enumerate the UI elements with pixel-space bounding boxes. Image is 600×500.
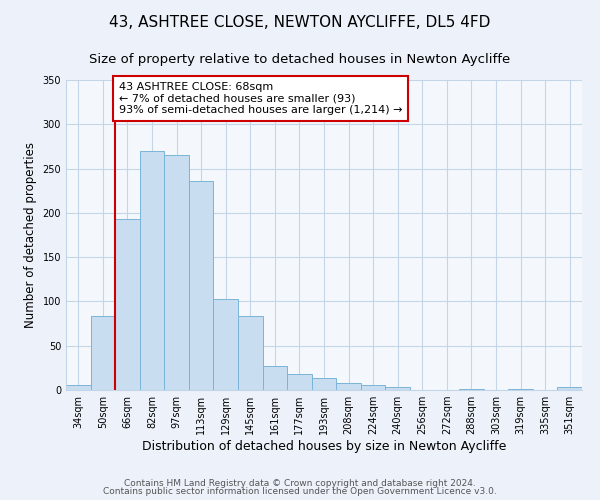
Text: Contains public sector information licensed under the Open Government Licence v3: Contains public sector information licen… — [103, 487, 497, 496]
Bar — [238, 316, 263, 390]
Text: 43 ASHTREE CLOSE: 68sqm
← 7% of detached houses are smaller (93)
93% of semi-det: 43 ASHTREE CLOSE: 68sqm ← 7% of detached… — [119, 82, 403, 115]
Bar — [263, 366, 287, 390]
Bar — [189, 181, 214, 390]
Bar — [115, 219, 140, 390]
Text: Contains HM Land Registry data © Crown copyright and database right 2024.: Contains HM Land Registry data © Crown c… — [124, 478, 476, 488]
Text: Size of property relative to detached houses in Newton Aycliffe: Size of property relative to detached ho… — [89, 52, 511, 66]
Bar — [164, 156, 189, 390]
Bar — [140, 151, 164, 390]
Bar — [91, 316, 115, 390]
X-axis label: Distribution of detached houses by size in Newton Aycliffe: Distribution of detached houses by size … — [142, 440, 506, 453]
Y-axis label: Number of detached properties: Number of detached properties — [24, 142, 37, 328]
Bar — [557, 388, 582, 390]
Bar — [214, 299, 238, 390]
Bar — [312, 378, 336, 390]
Text: 43, ASHTREE CLOSE, NEWTON AYCLIFFE, DL5 4FD: 43, ASHTREE CLOSE, NEWTON AYCLIFFE, DL5 … — [109, 15, 491, 30]
Bar — [459, 389, 484, 390]
Bar — [361, 384, 385, 390]
Bar — [66, 384, 91, 390]
Bar — [385, 388, 410, 390]
Bar — [336, 383, 361, 390]
Bar — [508, 389, 533, 390]
Bar — [287, 374, 312, 390]
